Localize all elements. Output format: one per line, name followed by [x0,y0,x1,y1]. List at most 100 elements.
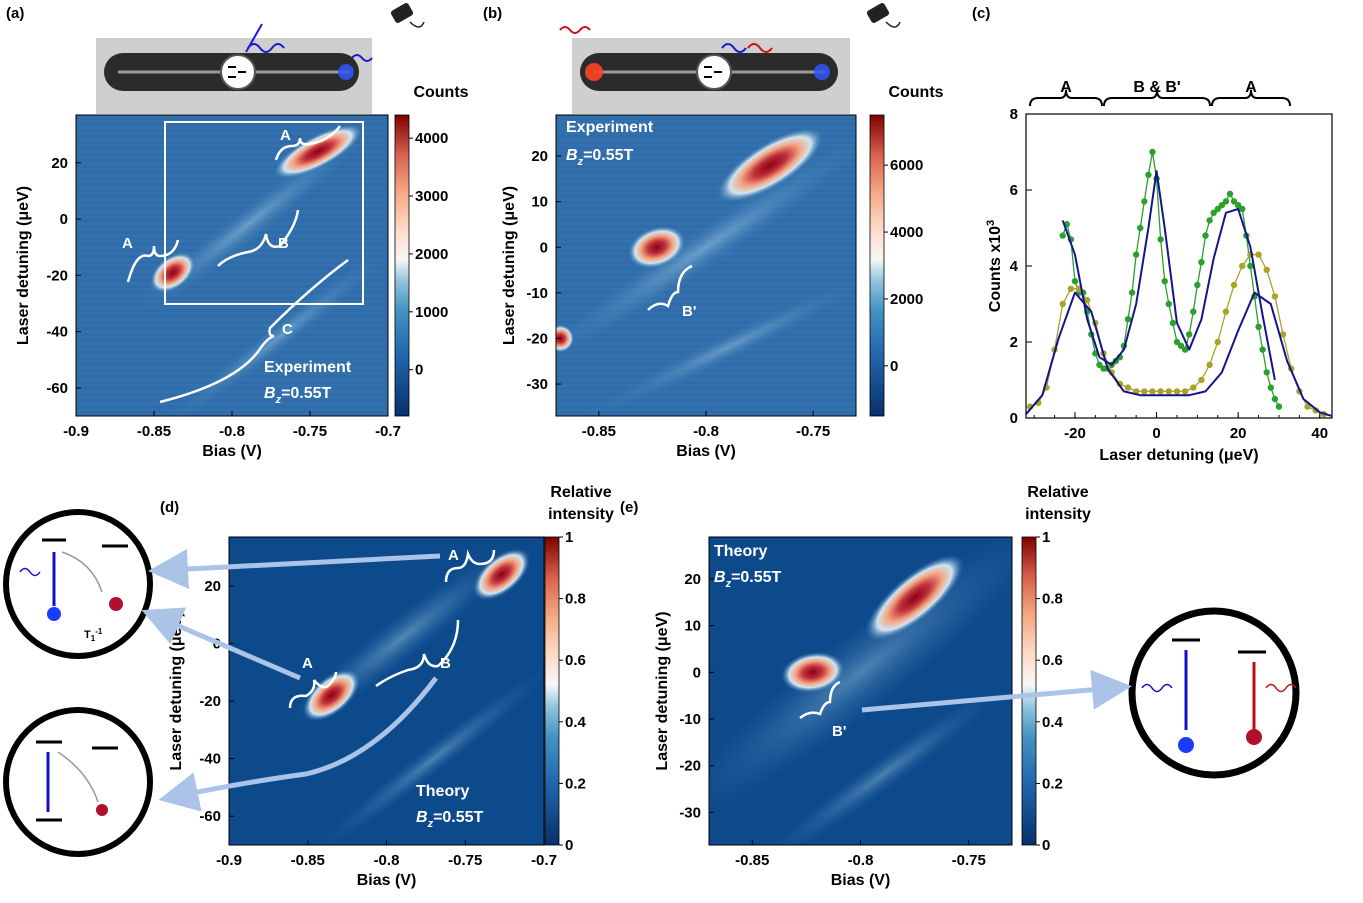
y-tick-label: -40 [46,324,68,341]
colorbar-tick-label: 4000 [415,130,448,147]
label-d-a-left: A [302,655,313,672]
x-axis-label: Bias (V) [831,872,891,889]
theory-label-d: Theory [416,783,469,800]
y-axis-label: Laser detuning (μeV) [654,611,671,770]
bracket-label: A [1245,79,1257,96]
data-point [1234,202,1242,209]
y-axis-label: Laser detuning (μeV) [501,186,518,345]
y-tick-label: 0 [1010,410,1018,427]
heatmap-feature [865,554,965,641]
pointer-arrows [141,548,1132,812]
colorbar-title: Relative [1027,484,1088,501]
bracket [1103,89,1211,107]
data-point [1169,319,1177,327]
heatmap-feature [273,124,363,179]
data-point [1145,171,1152,178]
device-schematic-a [96,3,425,114]
experiment-label-a: Experiment [264,359,352,376]
annotations-b: B' Experiment Bz=0.55T [566,119,696,320]
annotations-a: A A B C Experiment Bz=0.55T [122,121,364,406]
field-label-a: Bz=0.55T [264,385,332,406]
colorbar-tick-label: 0.8 [1042,591,1063,608]
colorbar-tick-label: 0 [565,837,573,854]
x-tick-label: -0.8 [848,852,874,869]
colorbar-tick-label: 1000 [415,304,448,321]
colorbar-title: Counts [888,84,943,101]
data-point [1222,198,1230,205]
y-tick-label: 20 [51,155,68,172]
field-label-d: Bz=0.55T [416,809,484,830]
heatmap-feature [716,127,825,203]
colorbar-tick-label: 6000 [890,157,923,174]
field-label-e: Bz=0.55T [714,569,782,590]
y-tick-label: 20 [684,571,701,588]
annotations-e: B' Theory Bz=0.55T [714,543,846,740]
colorbar-title: Relative [550,484,611,501]
data-point [1271,395,1279,403]
data-point [1255,251,1262,258]
heatmap-a: -0.9 -0.85 -0.8 -0.75 -0.7 20 0 -20 -40 -60 Bias (… [15,84,469,460]
heatmap-feature [574,272,856,416]
colorbar-tick-label: 2000 [415,246,448,263]
bracket-label: B & B' [1133,79,1180,96]
data-point [1157,236,1164,243]
x-axis-label: Bias (V) [676,443,736,460]
colorbar-tick-label: 3000 [415,188,448,205]
label-e-b-prime: B' [832,723,846,740]
colorbar [394,114,410,417]
data-point [1226,190,1234,197]
label-b-prime: B' [682,303,696,320]
inset-left-bottom [3,707,153,857]
data-point [1128,289,1136,296]
y-tick-label: -40 [199,751,221,768]
heatmap-feature [315,665,544,845]
data-point [1214,338,1221,346]
y-tick-label: 10 [531,194,548,211]
y-tick-label: -60 [46,380,68,397]
data-point [1218,202,1226,209]
series-line [1061,170,1276,381]
bracket [1029,89,1103,107]
x-tick-label: -0.8 [219,423,245,440]
x-tick-label: -0.75 [952,852,986,869]
data-point [1210,209,1217,216]
y-tick-label: -20 [199,693,221,710]
label-d-b: B [440,655,451,672]
panel-e-label: (e) [620,499,638,516]
data-point [1194,281,1201,289]
x-tick-label: -0.75 [448,852,482,869]
y-tick-label: -20 [46,267,68,284]
colorbar-tick-label: 0 [415,362,423,379]
data-point [1141,388,1148,395]
colorbar-tick-label: 0.6 [565,652,586,669]
panel-b-label: (b) [483,5,502,22]
plot-frame [1025,113,1333,419]
colorbar-tick-label: 0 [1042,837,1050,854]
y-axis-label: Laser detuning (μeV) [168,611,185,770]
colorbar-title: Counts [413,84,468,101]
data-point [1190,384,1197,391]
x-axis-label: Bias (V) [357,872,417,889]
field-label-b: Bz=0.55T [566,147,634,168]
detector-icon [390,3,414,23]
inset-right [1128,607,1300,779]
heatmap-area [229,537,544,845]
data-point [1137,224,1144,232]
y-tick-label: -60 [199,808,221,825]
label-c: C [282,321,293,338]
heatmap-area [709,537,1012,845]
colorbar-tick-label: 0.4 [565,714,587,731]
x-tick-label: -0.8 [374,852,400,869]
data-point [1165,388,1173,395]
heatmap-d: -0.9 -0.85 -0.8 -0.75 -0.7 20 0 -20 -40 -60 Bias (… [168,484,614,889]
y-tick-label: 10 [684,618,701,635]
colorbar [544,536,560,846]
data-point [1271,293,1279,300]
detector-icon [866,3,890,23]
y-axis-label: Laser detuning (μeV) [15,186,32,345]
data-point [1230,198,1238,205]
x-tick-label: -0.75 [293,423,327,440]
data-point [1267,384,1275,391]
heatmap-feature [781,651,845,693]
